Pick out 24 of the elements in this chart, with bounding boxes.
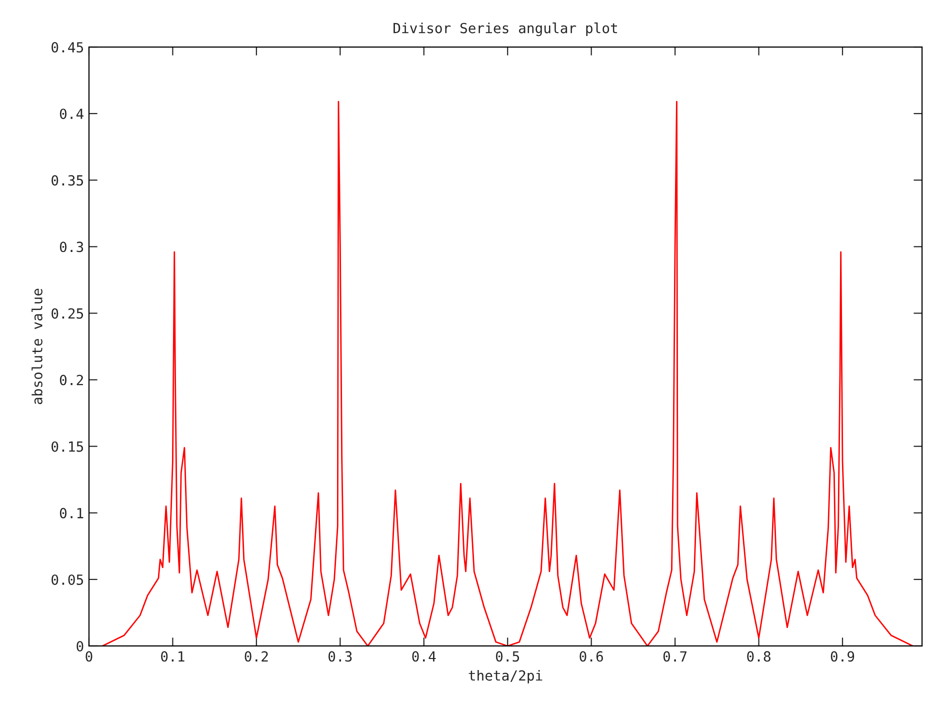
x-tick-label: 0.1: [161, 651, 184, 662]
y-tick-label: 0.1: [60, 508, 84, 518]
x-axis-title: theta/2pi: [468, 670, 542, 684]
x-tick-label: 0.5: [496, 651, 520, 662]
x-tick-label: 0.3: [328, 651, 352, 662]
y-tick-label: 0.3: [60, 242, 84, 252]
y-tick-label: 0.25: [52, 308, 84, 319]
x-tick-label: 0.7: [663, 651, 687, 662]
y-tick-label: 0.05: [52, 574, 84, 585]
y-tick-label: 0.4: [60, 108, 84, 120]
y-tick-label: 0.2: [60, 374, 83, 386]
y-axis-title: absolute value: [32, 288, 42, 404]
y-tick-label: 0.15: [52, 441, 84, 452]
x-tick-label: 0.6: [580, 651, 603, 662]
y-tick-label: 0.45: [52, 42, 84, 53]
chart-title: Divisor Series angular plot: [394, 22, 618, 36]
line-series: [102, 100, 914, 646]
x-tick-label: 0.9: [830, 651, 854, 662]
y-tick-label: 0: [76, 640, 84, 652]
x-tick-label: 0.2: [244, 651, 268, 662]
x-tick-label: 0.4: [412, 651, 436, 662]
y-tick-label: 0.35: [52, 175, 84, 186]
x-tick-label: 0: [86, 651, 92, 662]
x-tick-label: 0.8: [747, 651, 770, 662]
